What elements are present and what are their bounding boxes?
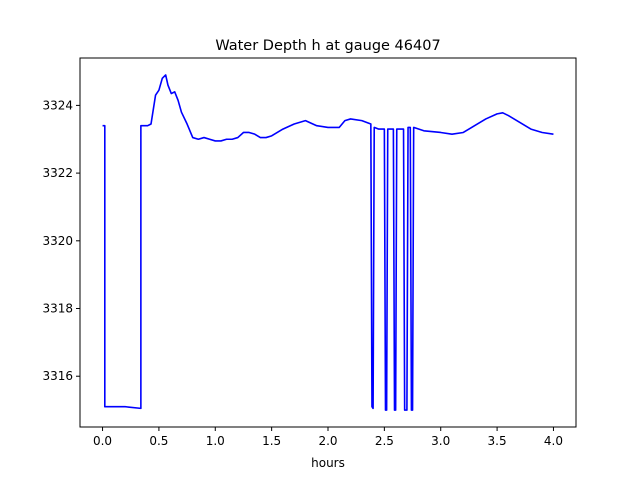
- x-tick-label: 1.0: [206, 434, 225, 448]
- x-tick-label: 3.5: [488, 434, 507, 448]
- series-line-0: [102, 74, 554, 411]
- x-tick-label: 2.5: [375, 434, 394, 448]
- y-tick-label: 3320: [42, 234, 73, 248]
- x-axis: 0.0 0.5 1.0 1.5 2.0 2.5 3.0 3.5 4.0: [93, 427, 563, 448]
- y-tick-label: 3316: [42, 369, 73, 383]
- x-tick-label: 4.0: [544, 434, 563, 448]
- y-tick-label: 3318: [42, 302, 73, 316]
- x-tick-label: 0.0: [93, 434, 112, 448]
- x-axis-label: hours: [311, 456, 345, 470]
- x-tick-label: 0.5: [149, 434, 168, 448]
- y-tick-label: 3322: [42, 166, 73, 180]
- x-tick-label: 1.5: [262, 434, 281, 448]
- y-axis: 3316 3318 3320 3322 3324: [42, 98, 80, 383]
- chart-title: Water Depth h at gauge 46407: [215, 38, 440, 54]
- y-tick-label: 3324: [42, 98, 73, 112]
- x-tick-label: 2.0: [318, 434, 337, 448]
- x-tick-label: 3.0: [431, 434, 450, 448]
